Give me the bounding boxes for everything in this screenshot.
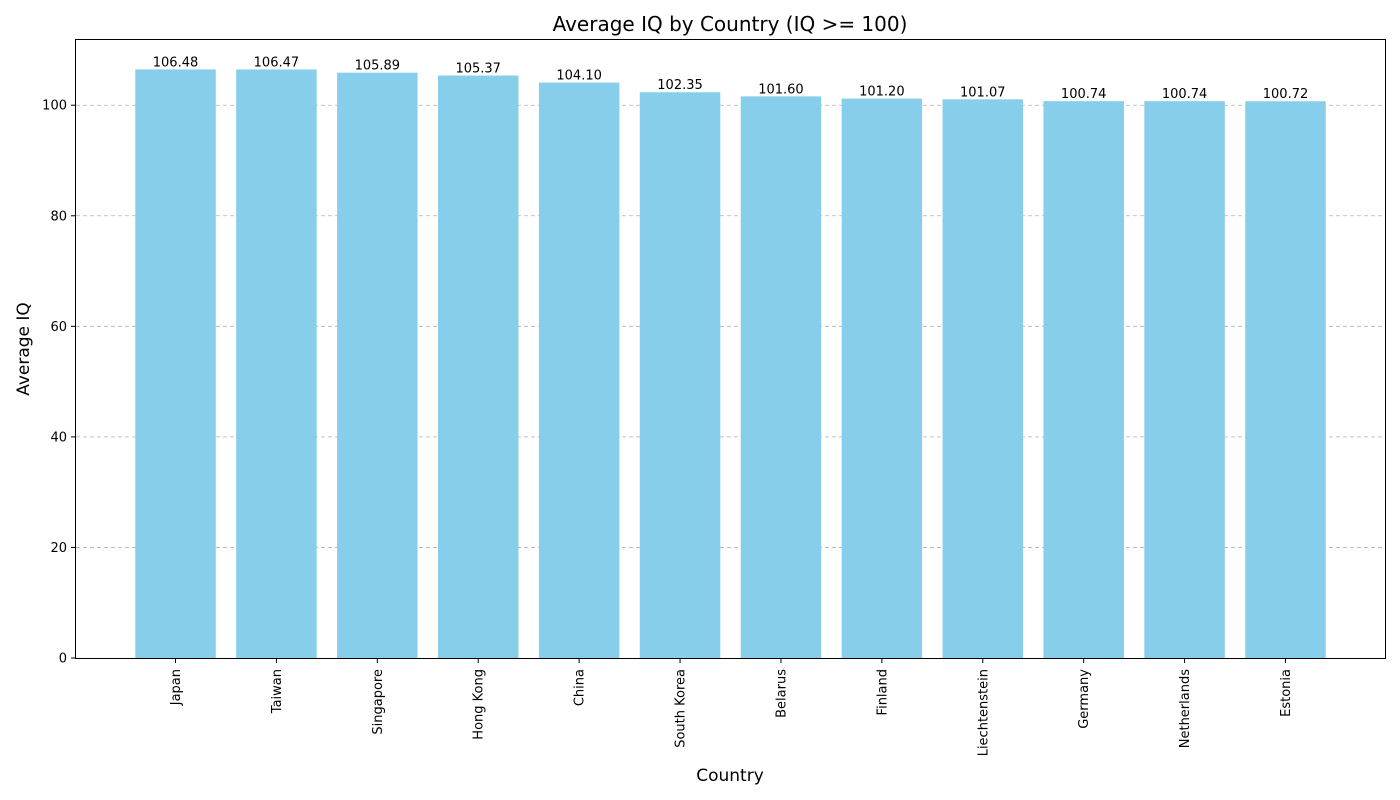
bar <box>639 92 721 658</box>
bar <box>1144 101 1225 659</box>
bar-value-label: 106.48 <box>153 55 199 70</box>
x-axis: Japan Taiwan Singapore Hong Kong China South … <box>169 658 1294 756</box>
bar <box>942 99 1024 659</box>
x-tick-label: Finland <box>875 669 890 715</box>
x-tick-label: Japan <box>169 669 184 706</box>
bar <box>135 69 216 658</box>
y-axis: 0 20 40 60 80 100 <box>42 99 76 667</box>
bar-value-label: 101.20 <box>859 85 905 100</box>
bar-value-label: 105.37 <box>455 62 501 77</box>
bar <box>538 82 620 659</box>
bar-value-label: 102.35 <box>657 78 703 93</box>
bar <box>437 75 519 659</box>
bar-value-label: 104.10 <box>556 69 602 84</box>
x-tick-label: Singapore <box>371 669 386 735</box>
x-axis-label: Country <box>696 766 764 786</box>
x-tick-label: China <box>573 669 588 706</box>
bar-value-label: 100.74 <box>1162 87 1208 102</box>
y-tick-label: 60 <box>50 320 67 335</box>
y-tick-label: 0 <box>59 652 67 667</box>
bar <box>236 69 317 659</box>
x-tick-label: Estonia <box>1279 669 1294 717</box>
bar <box>1043 101 1124 659</box>
y-tick-label: 100 <box>42 99 67 114</box>
bar-value-label: 101.60 <box>758 82 804 97</box>
bar-value-label: 106.47 <box>254 55 300 70</box>
x-tick-label: Liechtenstein <box>976 669 991 756</box>
y-tick-label: 20 <box>50 541 67 556</box>
x-tick-label: Belarus <box>774 669 789 718</box>
x-tick-label: Hong Kong <box>472 669 487 740</box>
bar-value-label: 100.72 <box>1263 87 1309 102</box>
bar <box>841 98 923 658</box>
x-tick-label: Taiwan <box>270 669 285 714</box>
x-tick-label: Germany <box>1077 669 1092 729</box>
x-tick-label: Netherlands <box>1178 669 1193 748</box>
plot-frame <box>75 39 1386 659</box>
x-tick-label: South Korea <box>674 669 689 748</box>
bar <box>337 72 418 658</box>
bar <box>740 96 822 659</box>
bar-value-label: 101.07 <box>960 85 1006 100</box>
bar-value-label: 105.89 <box>355 59 401 74</box>
data-labels: 106.48 106.47 105.89 105.37 104.10 102.35 101.… <box>153 55 1309 102</box>
y-axis-label: Average IQ <box>14 302 34 396</box>
bars <box>135 69 1326 659</box>
chart-title: Average IQ by Country (IQ >= 100) <box>553 12 908 36</box>
y-tick-label: 40 <box>50 430 67 445</box>
bar-value-label: 100.74 <box>1061 87 1107 102</box>
y-tick-label: 80 <box>50 209 67 224</box>
bar <box>1245 101 1326 658</box>
